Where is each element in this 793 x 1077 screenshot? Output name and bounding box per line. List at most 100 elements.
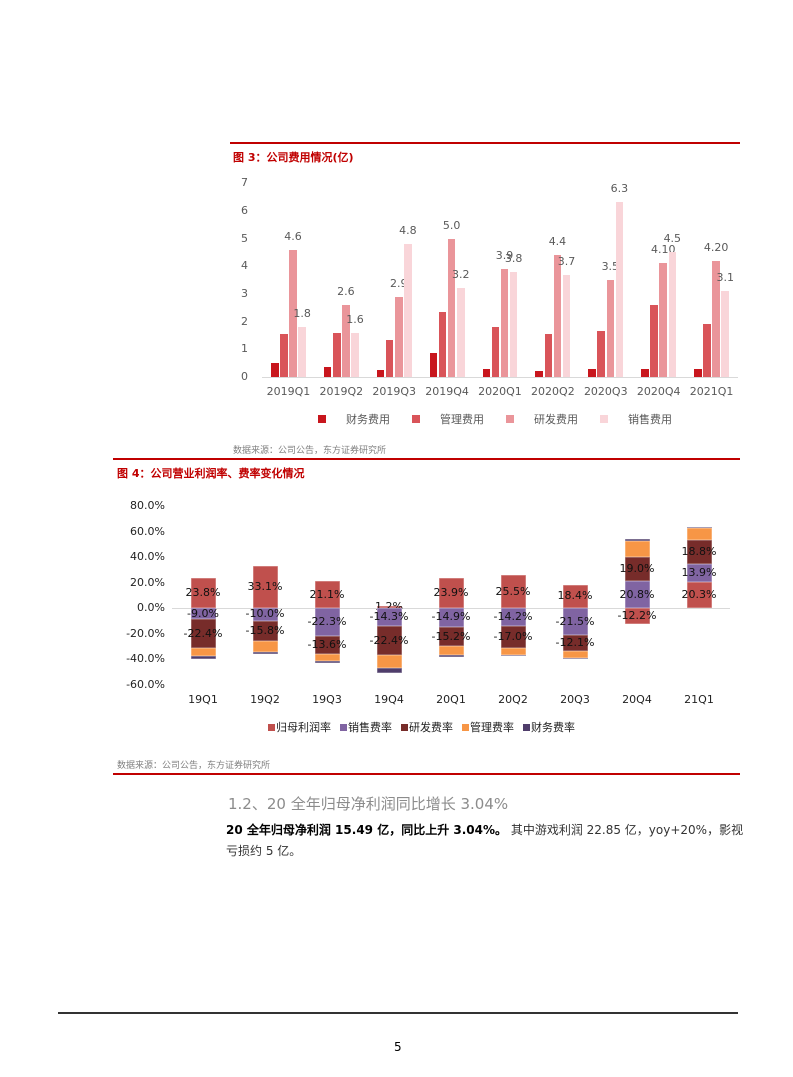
legend-label: 研发费用 [534, 413, 578, 426]
data-label: 23.9% [433, 585, 469, 599]
legend-item: 归母利润率 [268, 719, 331, 735]
data-label: -12.2% [617, 608, 657, 622]
bar-销售费用 [351, 332, 359, 377]
data-label: 3.1 [716, 271, 734, 285]
y-axis-tick: 2 [241, 314, 248, 328]
data-label: 4.6 [284, 229, 302, 243]
bar-销售费用 [562, 274, 571, 377]
data-label: -14.2% [493, 610, 533, 624]
bar-管理费用 [333, 332, 341, 377]
legend-swatch [401, 723, 408, 731]
y-axis-tick: -40.0% [126, 652, 165, 665]
segment-归母利润率 [500, 575, 526, 608]
segment-销售费率 [314, 608, 340, 637]
bar-财务费用 [323, 367, 332, 377]
legend-label: 销售费用 [628, 413, 672, 426]
x-axis-label: 19Q4 [374, 693, 404, 706]
x-axis-label: 2019Q2 [319, 385, 364, 398]
data-label: 1.8 [293, 307, 311, 321]
data-label: 3.5 [601, 260, 620, 274]
x-axis-label: 2019Q3 [372, 385, 417, 398]
data-label: 19.0% [619, 562, 655, 576]
x-axis-line [262, 377, 738, 378]
legend-swatch [600, 415, 608, 423]
segment-归母利润率 [438, 577, 464, 608]
legend-swatch [506, 415, 514, 423]
segment-管理费率 [190, 648, 216, 657]
bar-财务费用 [694, 368, 702, 377]
data-label: 4.8 [399, 224, 417, 238]
bar-研发费用 [342, 304, 350, 377]
segment-研发费率 [562, 635, 588, 651]
segment-销售费率 [624, 581, 650, 608]
bar-研发费用 [606, 280, 615, 377]
segment-销售费率 [252, 608, 278, 621]
data-label: 33.1% [247, 579, 283, 593]
y-axis-tick: 7 [241, 176, 248, 190]
figure4-source: 数据来源：公司公告，东方证券研究所 [117, 761, 271, 771]
segment-销售费率 [190, 608, 216, 620]
legend-swatch [340, 723, 347, 731]
y-axis-tick: 6 [241, 203, 248, 217]
y-axis-tick: 0.0% [137, 601, 165, 614]
figure4-title: 图 4：公司营业利润率、费率变化情况 [117, 467, 305, 480]
segment-财务费率 [376, 667, 402, 673]
segment-财务费率 [314, 661, 340, 663]
segment-研发费率 [438, 626, 464, 647]
bar-销售费用 [721, 291, 729, 377]
data-label: 20.8% [619, 587, 655, 601]
bar-销售费用 [457, 288, 465, 377]
legend-item: 研发费用 [506, 411, 578, 427]
section-paragraph: 20 全年归母净利润 15.49 亿，同比上升 3.04%。 其中游戏利润 22… [226, 820, 746, 862]
segment-管理费率 [686, 528, 712, 541]
bar-销售费用 [404, 244, 412, 377]
bar-研发费用 [447, 238, 456, 377]
segment-销售费率 [438, 608, 464, 627]
bar-管理费用 [491, 327, 500, 377]
page-number: 5 [394, 1040, 402, 1054]
bar-财务费用 [376, 370, 385, 377]
figure4-top-rule [113, 458, 740, 460]
x-axis-label: 2021Q1 [689, 385, 734, 398]
legend-item: 研发费率 [401, 719, 453, 735]
y-axis-tick: 40.0% [130, 550, 165, 563]
segment-销售费率 [686, 564, 712, 583]
segment-财务费率 [252, 651, 278, 655]
legend-item: 管理费率 [462, 719, 514, 735]
legend-label: 财务费率 [531, 721, 575, 734]
data-label: -9.0% [187, 606, 219, 620]
data-label: -21.5% [555, 614, 595, 628]
data-label: 1.6 [346, 312, 364, 326]
bar-研发费用 [659, 263, 667, 377]
figure4-bottom-rule [113, 773, 740, 775]
legend-swatch [412, 415, 420, 423]
bar-管理费用 [385, 339, 394, 377]
segment-归母利润率 [376, 606, 402, 608]
segment-管理费率 [252, 640, 278, 652]
bar-销售费用 [668, 252, 677, 377]
segment-财务费率 [500, 654, 526, 657]
data-label: 25.5% [495, 584, 531, 598]
bar-研发费用 [500, 268, 509, 377]
data-label: 2.6 [337, 284, 355, 298]
segment-归母利润率 [252, 565, 278, 608]
figure3-legend: 财务费用 管理费用 研发费用 销售费用 [318, 411, 694, 427]
data-label: -17.0% [493, 629, 533, 643]
bar-销售费用 [615, 202, 624, 377]
x-axis-label: 2019Q4 [425, 385, 469, 398]
segment-研发费率 [314, 636, 340, 654]
x-axis-label: 21Q1 [684, 693, 714, 706]
data-label: 5.0 [442, 218, 461, 232]
segment-研发费率 [624, 557, 650, 582]
legend-label: 归母利润率 [276, 721, 331, 734]
footer-rule [58, 1012, 738, 1014]
data-label: 3.7 [557, 254, 576, 268]
data-label: -14.3% [369, 610, 409, 624]
segment-财务费率 [686, 527, 712, 529]
data-label: -22.3% [307, 615, 347, 629]
segment-归母利润率 [190, 577, 216, 608]
data-label: 18.8% [681, 545, 717, 559]
data-label: -15.2% [431, 629, 471, 643]
segment-归母利润率 [686, 582, 712, 608]
x-axis-label: 19Q1 [188, 693, 218, 706]
